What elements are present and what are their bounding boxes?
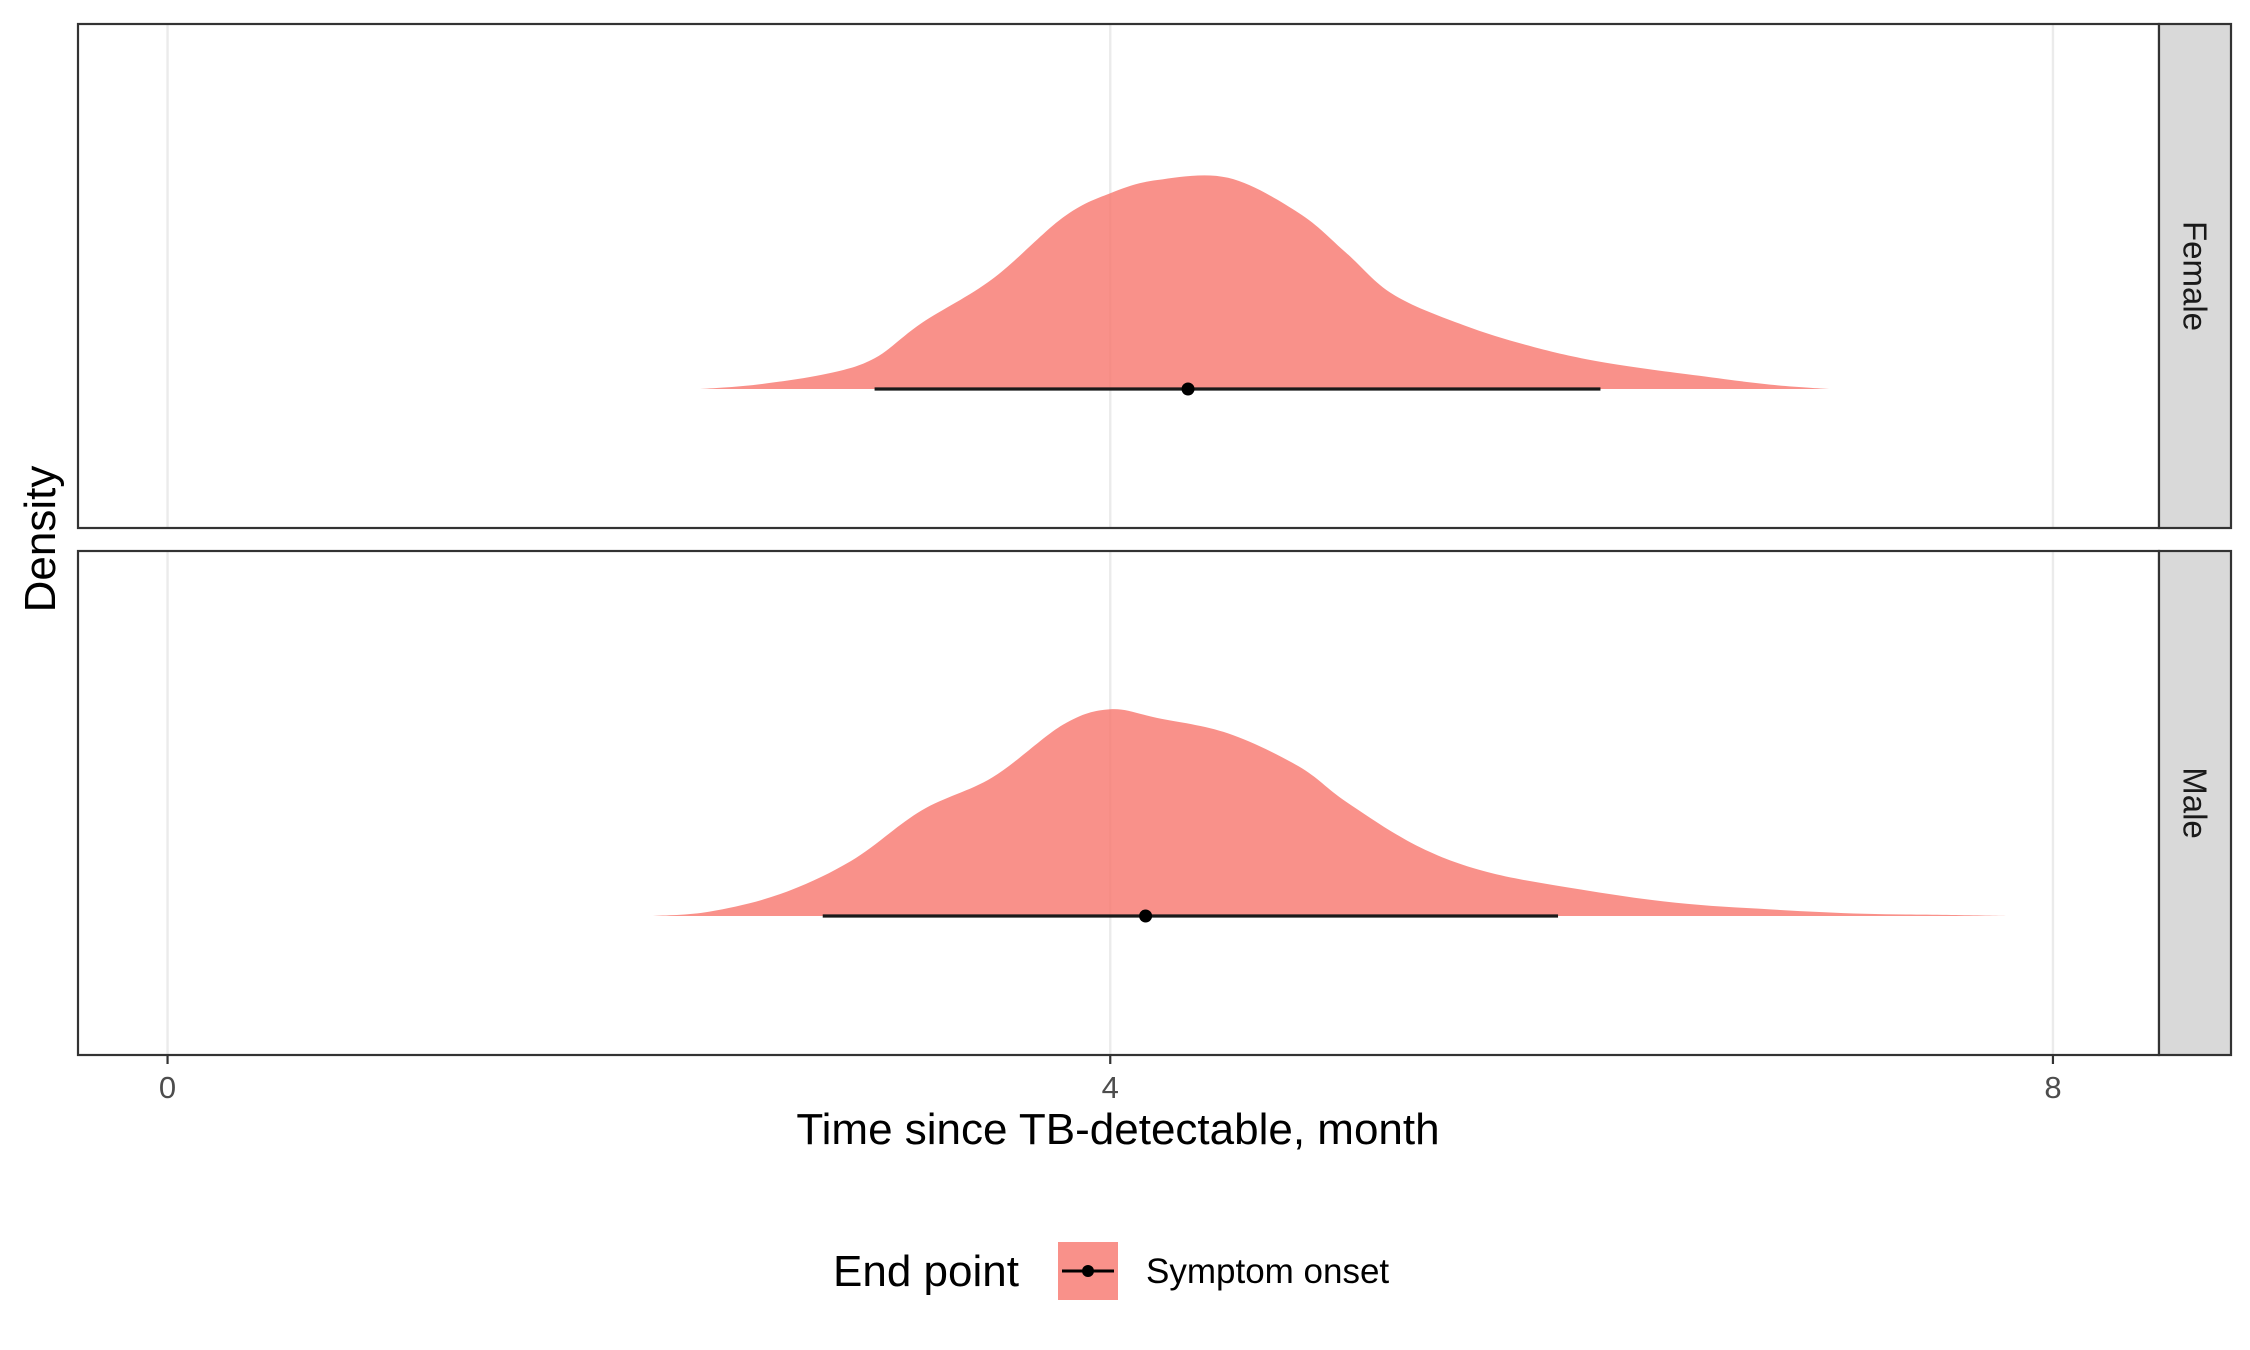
legend: End point Symptom onset <box>833 1242 1389 1300</box>
legend-title: End point <box>833 1247 1019 1296</box>
density-areas <box>653 175 2006 916</box>
gridlines <box>166 24 2055 1055</box>
strip-male-label: Male <box>2177 767 2214 839</box>
strip-female <box>2157 22 2233 530</box>
x-tick-label-4: 4 <box>1102 1070 1119 1105</box>
x-tick-label-8: 8 <box>2044 1070 2061 1105</box>
x-tick-label-0: 0 <box>159 1070 176 1105</box>
strip-male <box>2157 549 2233 1057</box>
interval-marks <box>822 382 1601 923</box>
density-area-male <box>653 709 2006 916</box>
point-estimate-female <box>1181 382 1195 396</box>
legend-key-point <box>1082 1265 1094 1277</box>
x-axis-title: Time since TB-detectable, month <box>796 1105 1439 1154</box>
y-axis-title: Density <box>16 466 65 613</box>
strip-female-label: Female <box>2177 221 2214 331</box>
point-estimate-male <box>1139 909 1153 923</box>
density-area-female <box>700 175 1830 389</box>
x-axis: 0 4 8 <box>159 1055 2062 1105</box>
legend-item-label: Symptom onset <box>1146 1252 1389 1291</box>
